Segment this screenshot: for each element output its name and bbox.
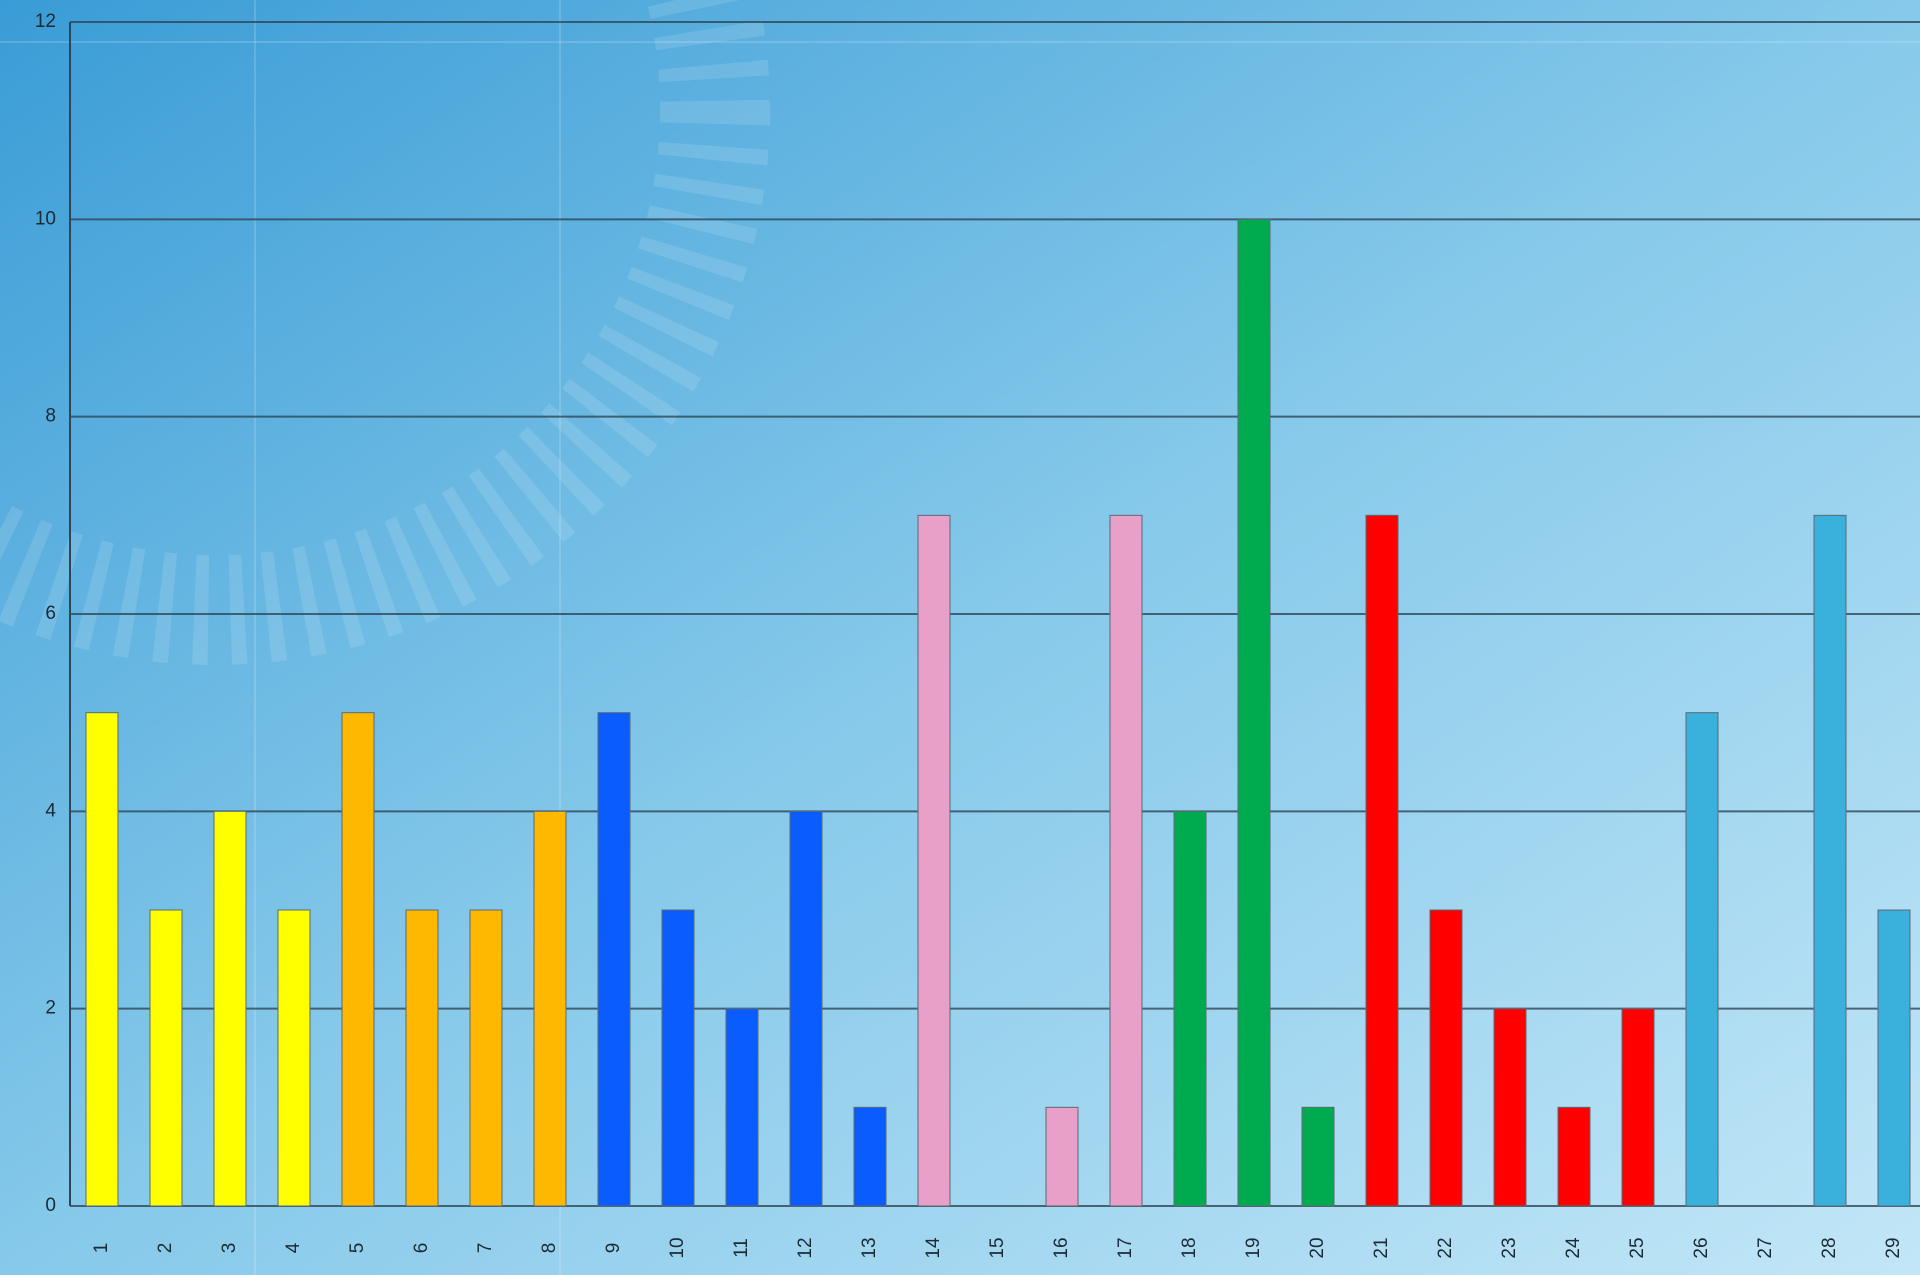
x-tick-label: 9 [603, 1243, 624, 1254]
y-tick-label: 0 [45, 1195, 56, 1216]
y-tick-label: 10 [35, 208, 56, 229]
y-tick-label: 12 [35, 11, 56, 32]
x-tick-label: 3 [219, 1243, 240, 1254]
x-tick-label: 2 [155, 1243, 176, 1254]
x-tick-label: 24 [1563, 1237, 1584, 1259]
bar [1622, 1009, 1654, 1206]
bar [790, 811, 822, 1206]
x-tick-label: 23 [1499, 1237, 1520, 1258]
bar [1686, 713, 1718, 1206]
x-tick-label: 1 [91, 1243, 112, 1254]
x-tick-label: 14 [923, 1237, 944, 1259]
bar [1046, 1107, 1078, 1206]
y-tick-label: 6 [45, 603, 56, 624]
bar [1366, 515, 1398, 1206]
x-tick-label: 27 [1755, 1237, 1776, 1258]
x-tick-label: 17 [1115, 1237, 1136, 1258]
x-tick-label: 4 [283, 1242, 304, 1253]
y-tick-label: 4 [45, 800, 56, 821]
bar [1174, 811, 1206, 1206]
x-tick-label: 16 [1051, 1237, 1072, 1258]
x-tick-label: 8 [539, 1243, 560, 1254]
bar [1302, 1107, 1334, 1206]
bar [726, 1009, 758, 1206]
bar [534, 811, 566, 1206]
x-tick-label: 18 [1179, 1237, 1200, 1258]
bar [278, 910, 310, 1206]
bar [1558, 1107, 1590, 1206]
bar [662, 910, 694, 1206]
x-tick-label: 12 [795, 1237, 816, 1258]
x-tick-label: 28 [1819, 1237, 1840, 1258]
y-tick-label: 2 [45, 998, 56, 1019]
x-tick-label: 5 [347, 1243, 368, 1254]
x-tick-label: 29 [1883, 1237, 1904, 1258]
bar [598, 713, 630, 1206]
x-tick-label: 13 [859, 1237, 880, 1258]
y-tick-label: 8 [45, 406, 56, 427]
page: 0246810121234567891011121314151617181920… [0, 0, 1920, 1275]
bar [86, 713, 118, 1206]
bar [918, 515, 950, 1206]
bar [470, 910, 502, 1206]
x-tick-label: 19 [1243, 1237, 1264, 1258]
x-tick-label: 20 [1307, 1237, 1328, 1258]
bar [1878, 910, 1910, 1206]
bar [1494, 1009, 1526, 1206]
x-tick-label: 7 [475, 1243, 496, 1254]
x-tick-label: 21 [1371, 1237, 1392, 1258]
bar [1238, 219, 1270, 1206]
x-tick-label: 26 [1691, 1237, 1712, 1258]
bar [150, 910, 182, 1206]
x-tick-label: 22 [1435, 1237, 1456, 1258]
chart: 0246810121234567891011121314151617181920… [0, 0, 1920, 1275]
bar [854, 1107, 886, 1206]
bar [406, 910, 438, 1206]
x-tick-label: 15 [987, 1237, 1008, 1258]
x-tick-label: 25 [1627, 1237, 1648, 1258]
x-tick-label: 6 [411, 1243, 432, 1254]
bar [1110, 515, 1142, 1206]
bar [214, 811, 246, 1206]
x-tick-label: 10 [667, 1237, 688, 1258]
bar [1814, 515, 1846, 1206]
x-tick-label: 11 [731, 1238, 752, 1258]
bar [1430, 910, 1462, 1206]
bar [342, 713, 374, 1206]
